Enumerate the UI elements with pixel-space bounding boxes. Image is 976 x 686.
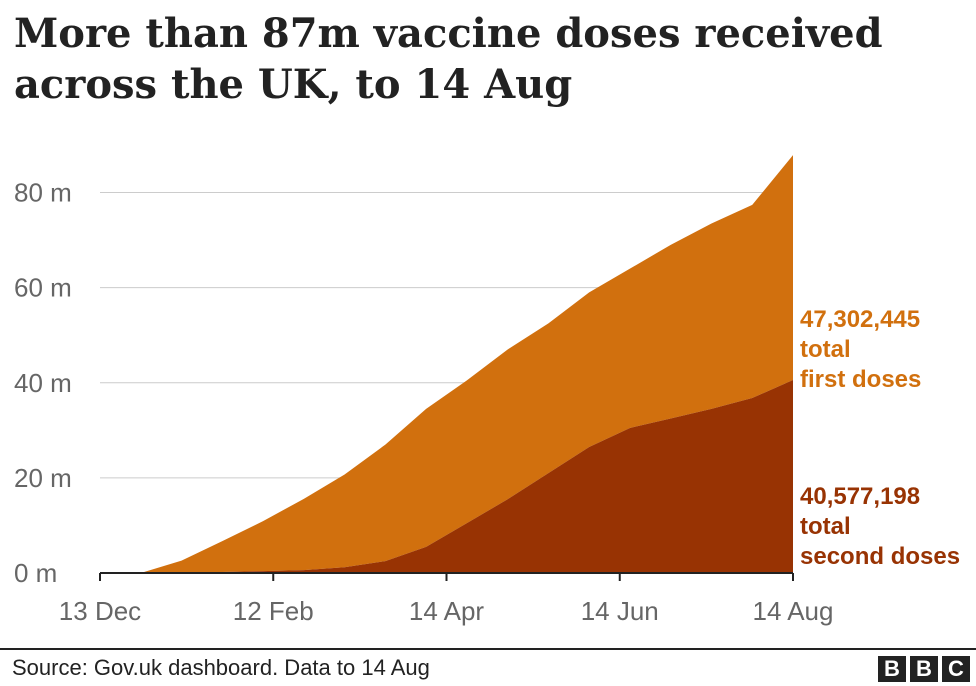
second-doses-area	[100, 380, 793, 573]
first-doses-annotation: 47,302,445 total first doses	[800, 305, 921, 395]
bbc-logo-letter-c: C	[942, 656, 970, 682]
footer-divider	[0, 648, 976, 650]
second-doses-caption: second doses	[800, 543, 961, 570]
y-tick-label: 80 m	[14, 178, 72, 208]
x-tick-label: 14 Jun	[581, 596, 659, 626]
second-doses-total-word: total	[800, 513, 851, 540]
bbc-logo-letter-b1: B	[878, 656, 906, 682]
x-tick-label: 13 Dec	[59, 596, 141, 626]
first-doses-caption: first doses	[800, 366, 922, 393]
first-doses-total-label: 47,302,445	[800, 306, 921, 333]
source-note: Source: Gov.uk dashboard. Data to 14 Aug	[12, 655, 430, 680]
axes: 0 m 20 m 40 m 60 m 80 m 13 Dec 12 Feb 14 Apr 14 …	[14, 178, 833, 626]
first-doses-total-word: total	[800, 336, 851, 363]
first-doses-area	[100, 155, 793, 573]
second-doses-total-label: 40,577,198	[800, 483, 921, 510]
x-tick-label: 14 Aug	[753, 596, 834, 626]
bbc-logo: B B C	[878, 656, 970, 682]
x-tick-label: 12 Feb	[233, 596, 314, 626]
chart-title: More than 87m vaccine doses received acr…	[14, 10, 883, 108]
areas	[100, 155, 793, 573]
x-tick-label: 14 Apr	[409, 596, 485, 626]
bbc-logo-letter-b2: B	[910, 656, 938, 682]
y-tick-label: 60 m	[14, 273, 72, 303]
second-doses-annotation: 40,577,198 total second doses	[800, 482, 960, 572]
y-tick-label: 0 m	[14, 558, 57, 588]
y-tick-label: 40 m	[14, 368, 72, 398]
y-tick-label: 20 m	[14, 463, 72, 493]
